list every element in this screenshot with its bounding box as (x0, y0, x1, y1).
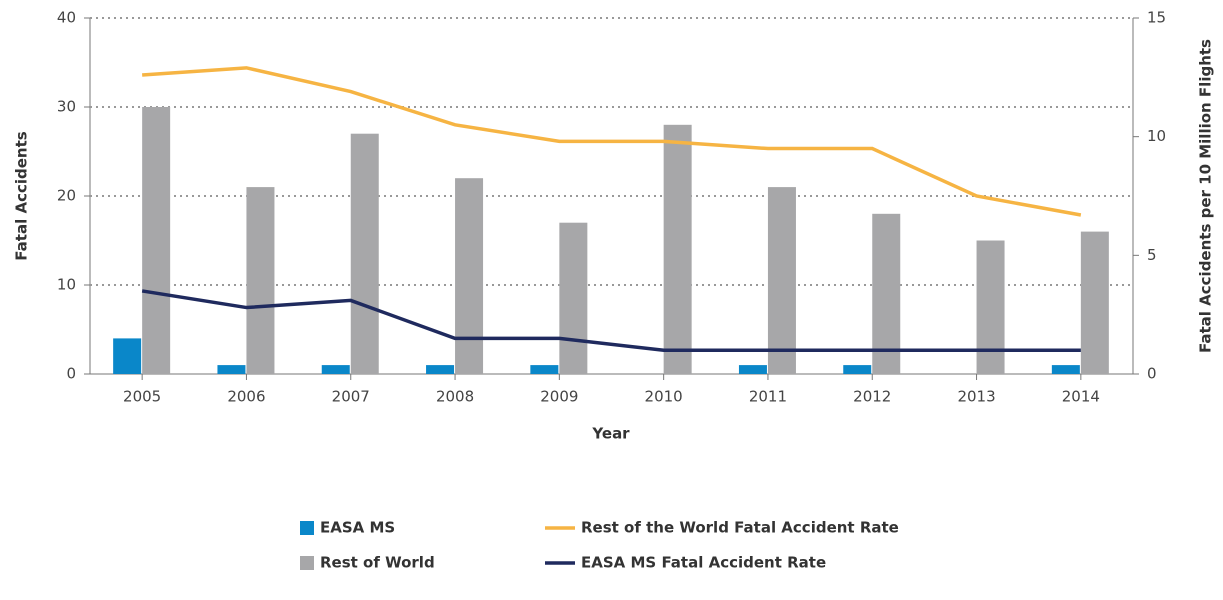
bar (217, 365, 246, 374)
legend-swatch (300, 521, 314, 535)
y-tick-label: 30 (57, 98, 76, 116)
legend-label: Rest of World (320, 554, 435, 572)
x-tick-label: 2008 (436, 388, 474, 406)
bar (976, 240, 1005, 374)
bar (246, 187, 275, 374)
bar (321, 365, 350, 374)
bar (872, 213, 901, 374)
x-tick-label: 2012 (853, 388, 891, 406)
y-tick-label: 10 (57, 276, 76, 294)
x-tick-label: 2007 (332, 388, 370, 406)
y-tick-label: 40 (57, 9, 76, 27)
x-tick-label: 2005 (123, 388, 161, 406)
bar (350, 133, 379, 374)
bar (767, 187, 796, 374)
bar (738, 365, 767, 374)
bar (455, 178, 484, 374)
legend-label: EASA MS (320, 519, 395, 537)
y-tick-label: 20 (57, 187, 76, 205)
x-tick-label: 2011 (749, 388, 787, 406)
y-tick-label: 0 (66, 365, 76, 383)
y2-tick-label: 0 (1147, 365, 1157, 383)
x-tick-label: 2014 (1062, 388, 1100, 406)
bar (559, 222, 588, 374)
bar (530, 365, 559, 374)
x-tick-label: 2010 (645, 388, 683, 406)
bar (663, 124, 692, 374)
x-tick-label: 2013 (957, 388, 995, 406)
line (142, 66, 1082, 217)
x-tick-label: 2006 (227, 388, 265, 406)
legend-swatch (300, 556, 314, 570)
bar (1051, 365, 1080, 374)
x-axis-label: Year (591, 425, 630, 443)
y2-tick-label: 5 (1147, 246, 1157, 264)
bar (426, 365, 455, 374)
x-tick-label: 2009 (540, 388, 578, 406)
y-axis-label: Fatal Accidents (13, 131, 31, 260)
bar (1080, 231, 1109, 374)
bar (142, 107, 171, 374)
y2-tick-label: 10 (1147, 127, 1166, 145)
bar (843, 365, 872, 374)
y2-tick-label: 15 (1147, 9, 1166, 27)
y2-axis-label: Fatal Accidents per 10 Million Flights (1197, 39, 1215, 353)
line (141, 289, 1081, 353)
legend-label: EASA MS Fatal Accident Rate (581, 554, 826, 572)
legend-label: Rest of the World Fatal Accident Rate (581, 519, 899, 537)
bar (113, 338, 142, 374)
